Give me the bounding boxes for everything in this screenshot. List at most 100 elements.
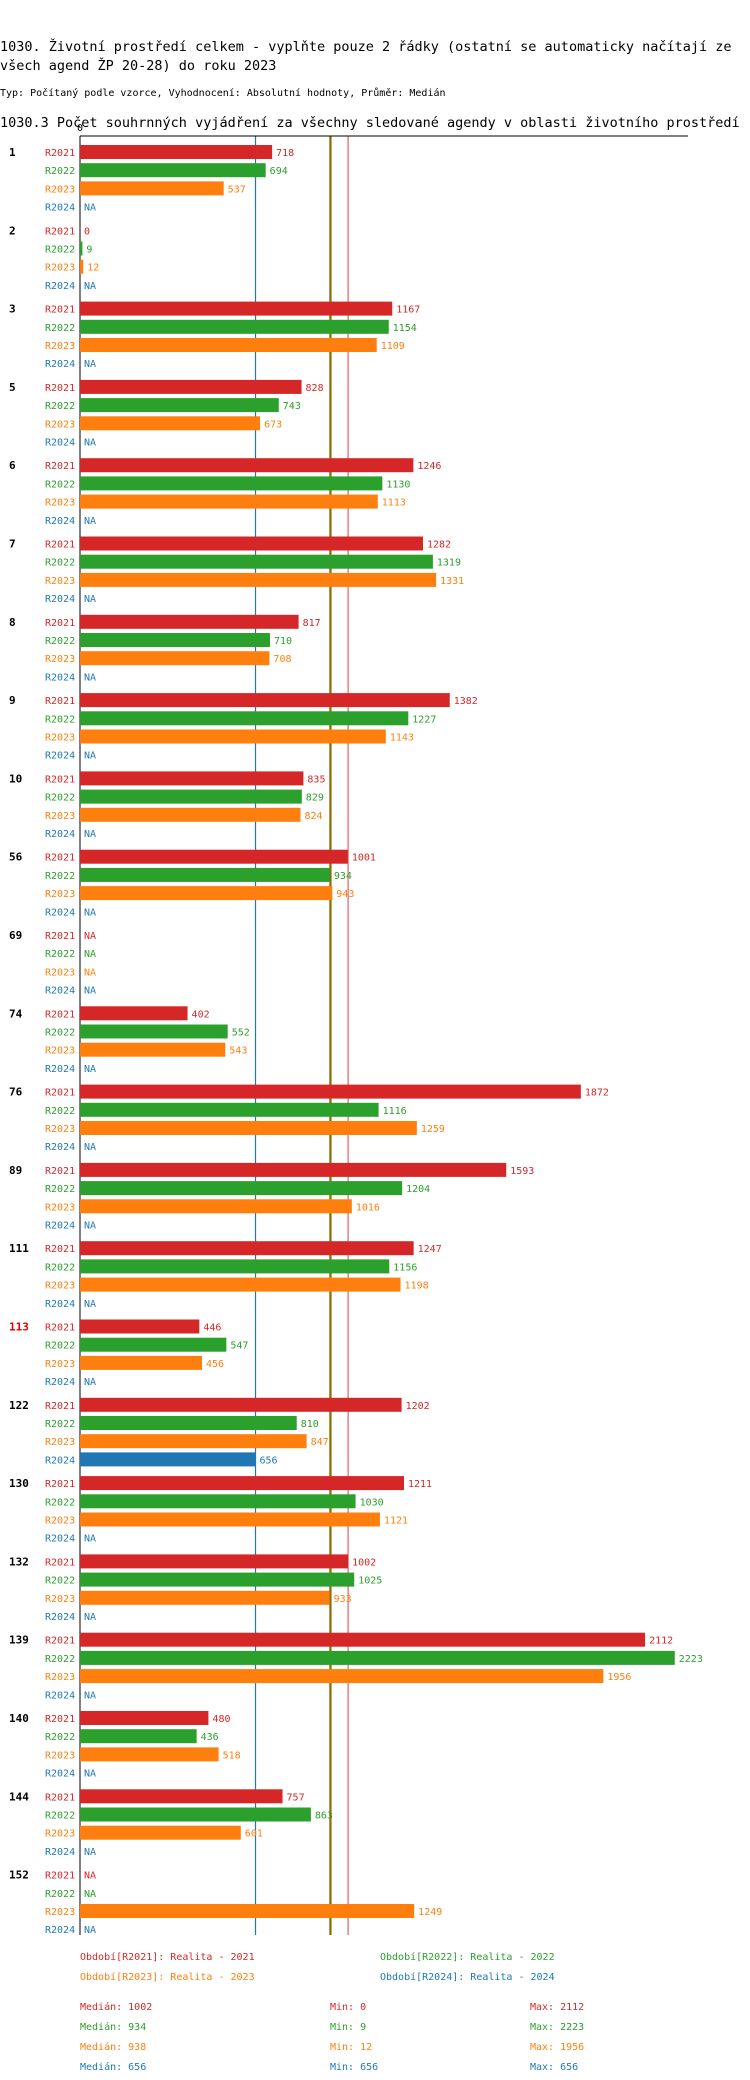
stat-max: Max: 2223 bbox=[530, 2022, 584, 2033]
data-label: 943 bbox=[336, 889, 354, 900]
bar-r2021 bbox=[80, 1789, 283, 1804]
series-label: R2023 bbox=[45, 811, 75, 822]
bar-r2022 bbox=[80, 1416, 297, 1430]
data-label: 708 bbox=[273, 654, 291, 665]
series-label: R2024 bbox=[45, 907, 75, 918]
na-label: NA bbox=[84, 1889, 96, 1900]
group-label-139: 139 bbox=[9, 1634, 29, 1647]
data-label: 12 bbox=[87, 263, 99, 274]
na-label: NA bbox=[84, 751, 96, 762]
group-label-1: 1 bbox=[9, 146, 16, 159]
bar-r2023 bbox=[80, 1590, 330, 1605]
data-label: 2112 bbox=[649, 1636, 673, 1647]
bar-r2024 bbox=[80, 1452, 256, 1467]
data-label: 1382 bbox=[454, 696, 478, 707]
series-label: R2021 bbox=[45, 1401, 75, 1412]
data-label: 543 bbox=[229, 1046, 247, 1057]
bar-r2021 bbox=[80, 849, 348, 864]
bar-r2021 bbox=[80, 1397, 402, 1412]
series-label: R2024 bbox=[45, 1847, 75, 1858]
series-label: R2023 bbox=[45, 1202, 75, 1213]
chart-description: Typ: Počítaný podle vzorce, Vyhodnocení:… bbox=[0, 88, 446, 99]
stat-min: Min: 12 bbox=[330, 2042, 372, 2053]
bar-r2022 bbox=[80, 398, 279, 413]
bar-r2022 bbox=[80, 319, 389, 334]
series-label: R2024 bbox=[45, 1221, 75, 1232]
series-label: R2023 bbox=[45, 341, 75, 352]
na-label: NA bbox=[84, 281, 96, 292]
series-label: R2021 bbox=[45, 226, 75, 237]
data-label: 1130 bbox=[386, 479, 410, 490]
series-label: R2021 bbox=[45, 305, 75, 316]
group-label-130: 130 bbox=[9, 1477, 29, 1490]
series-label: R2021 bbox=[45, 383, 75, 394]
data-label: 1109 bbox=[381, 341, 405, 352]
series-label: R2022 bbox=[45, 1576, 75, 1587]
bar-r2022 bbox=[80, 1337, 227, 1352]
bar-r2021 bbox=[80, 379, 302, 394]
series-label: R2022 bbox=[45, 323, 75, 334]
series-label: R2021 bbox=[45, 1166, 75, 1177]
group-label-6: 6 bbox=[9, 459, 16, 472]
series-label: R2023 bbox=[45, 889, 75, 900]
series-label: R2024 bbox=[45, 672, 75, 683]
series-label: R2024 bbox=[45, 829, 75, 840]
data-label: 1246 bbox=[417, 461, 441, 472]
series-label: R2024 bbox=[45, 1534, 75, 1545]
series-label: R2023 bbox=[45, 1907, 75, 1918]
series-label: R2022 bbox=[45, 949, 75, 960]
data-label: 694 bbox=[270, 166, 288, 177]
legend-item-r2023: Období[R2023]: Realita - 2023 bbox=[80, 1971, 255, 1983]
series-label: R2022 bbox=[45, 558, 75, 569]
series-label: R2022 bbox=[45, 714, 75, 725]
data-label: 402 bbox=[192, 1009, 210, 1020]
bar-r2021 bbox=[80, 1554, 349, 1569]
series-label: R2021 bbox=[45, 1009, 75, 1020]
series-label: R2024 bbox=[45, 1455, 75, 1466]
series-label: R2022 bbox=[45, 166, 75, 177]
data-label: 552 bbox=[232, 1028, 250, 1039]
series-label: R2022 bbox=[45, 793, 75, 804]
series-label: R2022 bbox=[45, 245, 75, 256]
series-label: R2023 bbox=[45, 1516, 75, 1527]
bar-r2023 bbox=[80, 1904, 415, 1918]
data-label: 1198 bbox=[405, 1281, 429, 1292]
series-label: R2023 bbox=[45, 1124, 75, 1135]
bar-r2023 bbox=[80, 416, 261, 431]
data-label: 547 bbox=[230, 1341, 248, 1352]
series-label: R2024 bbox=[45, 751, 75, 762]
series-label: R2021 bbox=[45, 1088, 75, 1099]
data-label: 656 bbox=[260, 1455, 278, 1466]
data-label: 835 bbox=[307, 774, 325, 785]
series-label: R2021 bbox=[45, 1871, 75, 1882]
bar-r2023 bbox=[80, 1825, 241, 1840]
bar-r2021 bbox=[80, 1006, 188, 1021]
data-label: 1156 bbox=[393, 1262, 417, 1273]
bar-r2021 bbox=[80, 771, 304, 786]
bar-r2022 bbox=[80, 1259, 390, 1274]
series-label: R2022 bbox=[45, 1654, 75, 1665]
stat-max: Max: 1956 bbox=[530, 2042, 584, 2053]
bar-r2022 bbox=[80, 554, 433, 569]
group-label-144: 144 bbox=[9, 1790, 29, 1803]
series-label: R2024 bbox=[45, 1925, 75, 1936]
na-label: NA bbox=[84, 1377, 96, 1388]
series-label: R2021 bbox=[45, 461, 75, 472]
bar-r2022 bbox=[80, 1729, 197, 1744]
bar-r2022 bbox=[80, 1572, 355, 1587]
legend-item-r2024: Období[R2024]: Realita - 2024 bbox=[380, 1971, 555, 1983]
series-label: R2023 bbox=[45, 1750, 75, 1761]
series-label: R2022 bbox=[45, 1419, 75, 1430]
group-label-7: 7 bbox=[9, 538, 16, 551]
bar-r2022 bbox=[80, 633, 270, 647]
data-label: 537 bbox=[228, 184, 246, 195]
series-label: R2024 bbox=[45, 281, 75, 292]
group-label-152: 152 bbox=[9, 1869, 29, 1882]
series-label: R2022 bbox=[45, 1262, 75, 1273]
data-label: 1143 bbox=[390, 733, 414, 744]
na-label: NA bbox=[84, 672, 96, 683]
bar-r2022 bbox=[80, 476, 383, 491]
legend-item-r2022: Období[R2022]: Realita - 2022 bbox=[380, 1951, 555, 1963]
series-label: R2023 bbox=[45, 263, 75, 274]
data-label: 1227 bbox=[412, 714, 436, 725]
